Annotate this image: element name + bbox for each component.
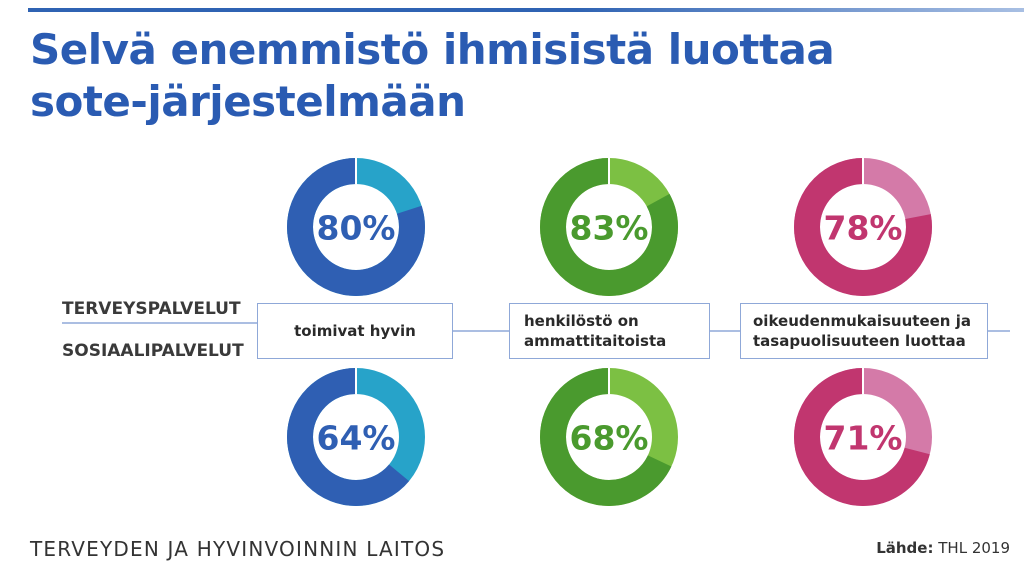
donut-1-1: 68%	[540, 368, 678, 506]
donut-percent-label: 64%	[317, 419, 396, 458]
category-box-oikeudenmukaisuus: oikeudenmukaisuuteen ja tasapuolisuuteen…	[740, 303, 988, 359]
category-label: henkilöstö on ammattitaitoista	[524, 312, 667, 350]
footer-organization: TERVEYDEN JA HYVINVOINNIN LAITOS	[30, 537, 446, 561]
category-box-henkilosto: henkilöstö on ammattitaitoista	[509, 303, 710, 359]
donut-0-1: 83%	[540, 158, 678, 296]
page-title: Selvä enemmistö ihmisistä luottaa sote-j…	[30, 25, 835, 126]
donut-0-2: 78%	[794, 158, 932, 296]
category-box-toimivat-hyvin: toimivat hyvin	[257, 303, 453, 359]
donut-percent-label: 71%	[824, 419, 903, 458]
donut-0-0: 80%	[287, 158, 425, 296]
source-value: THL 2019	[938, 539, 1010, 557]
donut-percent-label: 68%	[570, 419, 649, 458]
donut-1-2: 71%	[794, 368, 932, 506]
donut-1-0: 64%	[287, 368, 425, 506]
source-credit: Lähde: THL 2019	[876, 539, 1010, 557]
donut-percent-label: 78%	[824, 209, 903, 248]
top-rule	[28, 8, 1024, 12]
row-label-sosiaalipalvelut: SOSIAALIPALVELUT	[62, 341, 244, 361]
source-label: Lähde:	[876, 539, 934, 557]
row-label-terveyspalvelut: TERVEYSPALVELUT	[62, 299, 241, 319]
donut-percent-label: 83%	[570, 209, 649, 248]
donut-percent-label: 80%	[317, 209, 396, 248]
category-label: oikeudenmukaisuuteen ja tasapuolisuuteen…	[753, 312, 971, 350]
category-label: toimivat hyvin	[294, 322, 416, 340]
